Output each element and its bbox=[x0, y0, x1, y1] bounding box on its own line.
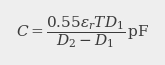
Text: $C = \dfrac{0.55\varepsilon_r TD_1}{D_2 - D_1}\,\mathrm{pF}$: $C = \dfrac{0.55\varepsilon_r TD_1}{D_2 … bbox=[16, 15, 149, 50]
